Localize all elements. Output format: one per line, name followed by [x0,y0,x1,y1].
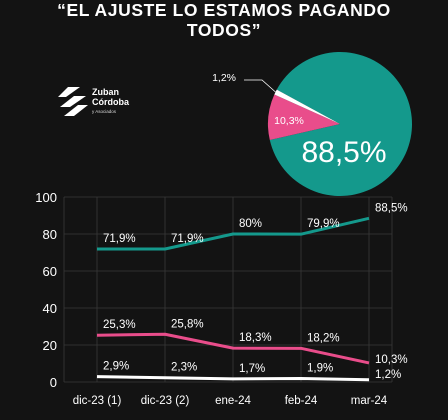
x-tick-label: mar-24 [351,395,388,407]
data-label: 10,3% [375,354,408,366]
x-tick-label: feb-24 [285,395,318,407]
y-tick-label: 80 [43,227,57,242]
pie-label-main: 88,5% [301,136,386,169]
x-tick-label: dic-23 (2) [141,395,190,407]
logo-line-2: Córdoba [92,97,129,107]
logo-tagline: y Asociados [92,109,117,114]
pie-slice [269,52,412,197]
data-label: 71,9% [171,233,204,245]
data-label: 88,5% [375,202,408,214]
chart-title: “EL AJUSTE LO ESTAMOS PAGANDO TODOS” [0,0,448,40]
series-line [96,375,370,382]
series-line [96,332,370,365]
logo-wordmark: Zuban Córdoba [92,87,129,107]
logo-line-1: Zuban [92,87,119,97]
data-label: 18,3% [239,332,272,344]
data-label: 2,3% [171,362,197,374]
data-label: 2,9% [103,361,129,373]
y-tick-label: 0 [50,375,57,390]
data-label: 25,8% [171,318,204,330]
title-line-1: “EL AJUSTE LO ESTAMOS PAGANDO [57,0,391,20]
data-label: 1,9% [307,362,333,374]
pie-leader-line [244,79,276,93]
pie-slice [274,89,340,124]
y-tick-label: 100 [35,190,57,205]
title-line-2: TODOS” [186,20,262,40]
data-label: 25,3% [103,319,136,331]
y-tick-label: 40 [43,301,57,316]
pie-label: 1,2% [212,72,236,84]
y-tick-label: 20 [43,338,57,353]
series-line [97,216,370,251]
x-tick-label: ene-24 [215,395,251,407]
logo-stripes-icon [58,87,88,116]
data-label: 1,2% [375,369,401,381]
data-label: 1,7% [239,363,265,375]
pie-label: 10,3% [274,115,304,127]
brand-logo: Zuban Córdoba y Asociados [58,85,148,125]
x-tick-label: dic-23 (1) [73,395,122,407]
pie-slice [268,94,340,141]
y-tick-label: 60 [43,264,57,279]
data-label: 71,9% [103,233,136,245]
data-label: 80% [239,218,262,230]
data-label: 79,9% [307,218,340,230]
data-label: 18,2% [307,332,340,344]
